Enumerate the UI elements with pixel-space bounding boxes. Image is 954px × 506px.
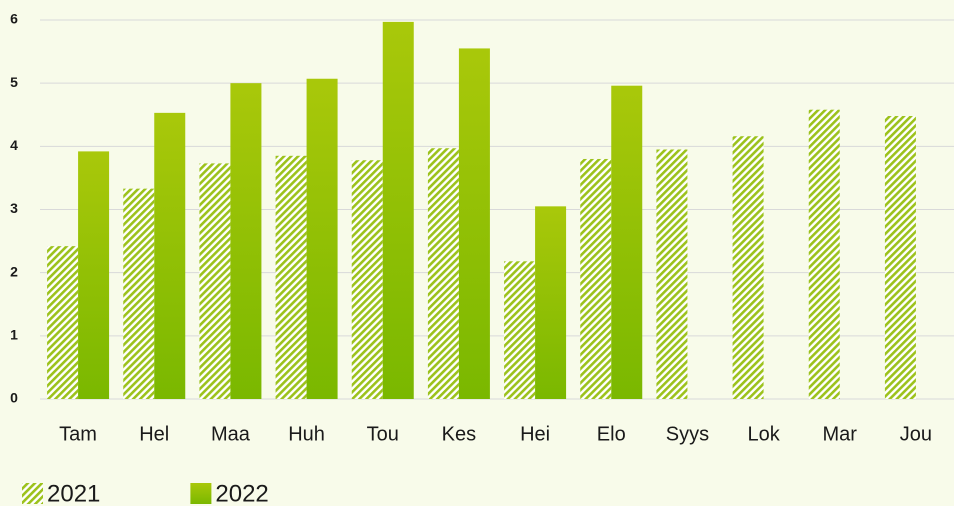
bar (427, 148, 459, 399)
x-tick-label: Hei (520, 423, 550, 445)
bar (656, 149, 688, 399)
x-tick-label: Kes (442, 423, 476, 445)
x-tick-label: Jou (900, 423, 932, 445)
bar (78, 151, 110, 399)
bar (306, 78, 338, 400)
y-tick-label: 5 (10, 74, 18, 90)
bar (47, 246, 79, 399)
x-tick-label: Elo (597, 423, 626, 445)
bar (884, 116, 916, 399)
bar (611, 85, 643, 400)
bar (382, 21, 414, 400)
bar (154, 112, 186, 399)
bar (351, 160, 383, 399)
y-tick-label: 4 (10, 137, 18, 153)
y-tick-label: 0 (10, 390, 18, 406)
bar (199, 163, 231, 399)
bar (275, 155, 307, 399)
x-tick-label: Maa (211, 423, 251, 445)
bar (808, 109, 840, 400)
y-tick-label: 2 (10, 263, 18, 279)
bar (230, 83, 262, 400)
y-tick-label: 6 (10, 11, 18, 27)
x-tick-label: Mar (823, 423, 858, 445)
x-tick-label: Hel (139, 423, 169, 445)
bar (535, 206, 567, 399)
legend-label: 2021 (47, 480, 100, 506)
bar (458, 48, 490, 400)
x-tick-label: Tou (367, 423, 399, 445)
bar (123, 188, 155, 399)
legend-swatch (22, 483, 43, 504)
legend-swatch (190, 483, 212, 504)
bar (504, 261, 536, 399)
legend-label: 2022 (215, 480, 268, 506)
x-tick-label: Syys (666, 423, 709, 445)
x-tick-label: Huh (288, 423, 325, 445)
bar (732, 136, 764, 399)
bar (580, 158, 612, 399)
x-tick-label: Lok (747, 423, 780, 445)
y-tick-label: 3 (10, 200, 18, 216)
x-tick-label: Tam (59, 423, 97, 445)
y-tick-label: 1 (10, 327, 18, 343)
